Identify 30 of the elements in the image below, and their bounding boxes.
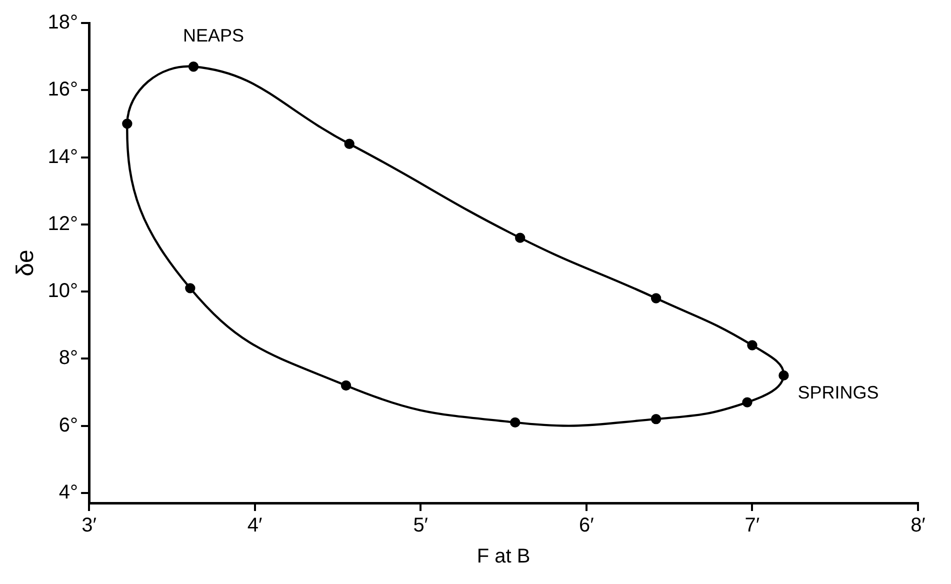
point [742,397,752,408]
point [778,370,789,381]
point [340,380,352,391]
x-tick-label: 8′ [910,514,926,537]
point [650,414,662,424]
point [344,138,354,149]
y-axis-title: δe [12,250,40,276]
x-axis-title: F at B [476,546,530,568]
y-tick-label: 6° [58,414,78,436]
annotation: NEAPS [182,26,244,46]
x-tick-label: 5′ [413,514,428,537]
x-tick-label: 3′ [82,514,97,537]
x-tick-label: 4′ [247,514,263,537]
y-tick-label: 14° [48,146,78,168]
y-tick-label: 4° [58,481,78,504]
y-tick-label: 8° [58,347,78,370]
point [122,118,132,129]
x-tick-label: 7′ [744,514,760,537]
y-tick-label: 10° [48,280,78,302]
point [515,232,526,243]
point [185,283,196,294]
point [747,340,758,350]
x-tick-label: 6′ [578,514,594,537]
point [650,293,662,304]
y-tick-label: 18° [48,12,78,34]
point [510,417,520,428]
point [188,62,199,72]
y-tick-label: 16° [48,78,78,101]
y-tick-label: 12° [48,212,78,235]
annotation: SPRINGS [798,382,879,402]
